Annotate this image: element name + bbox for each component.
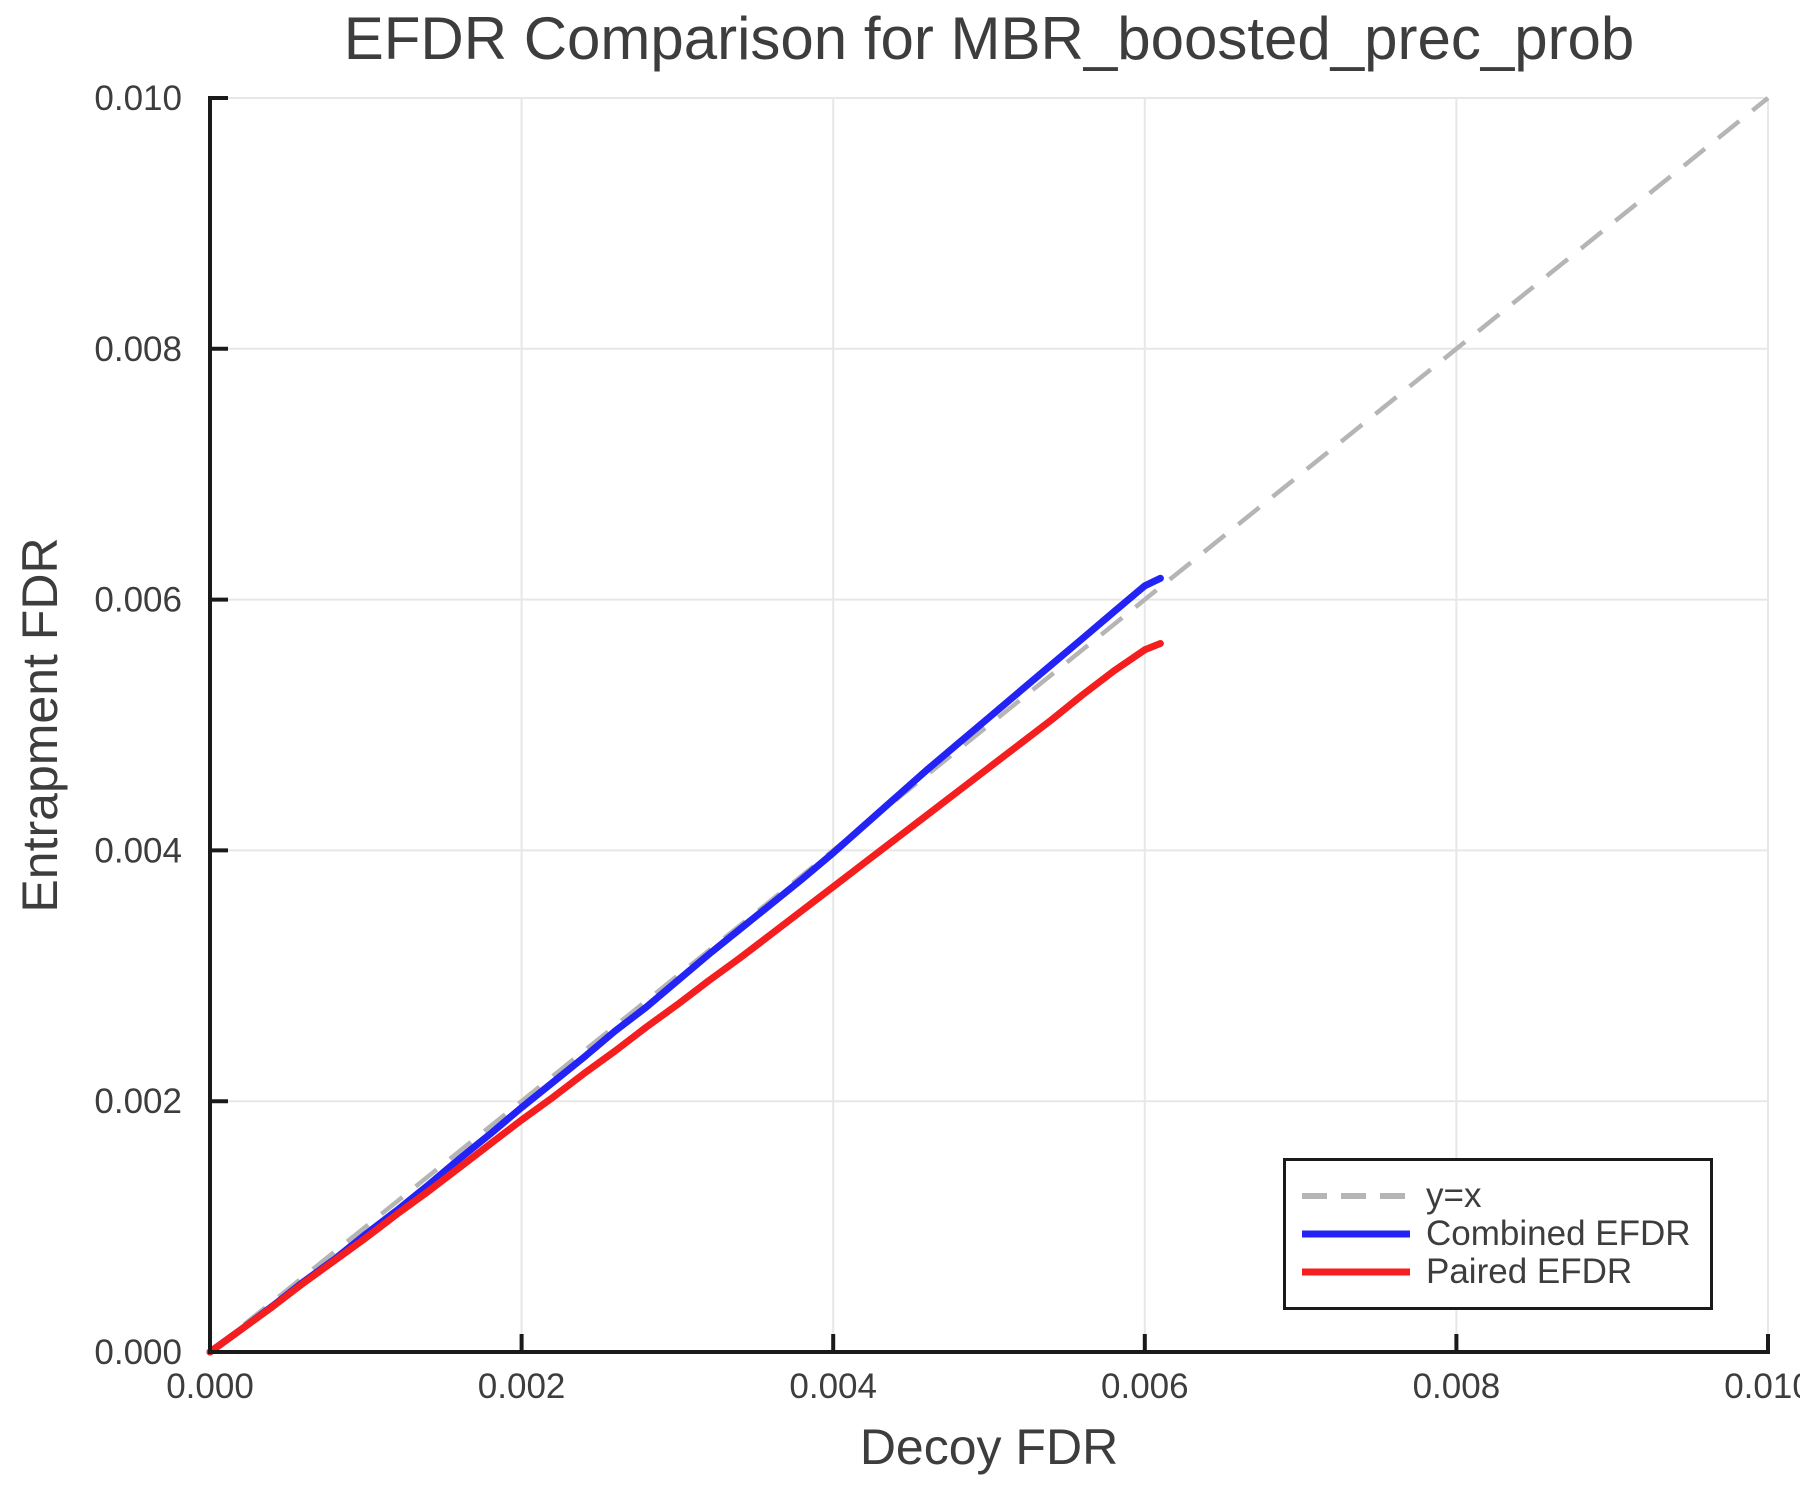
chart-title: EFDR Comparison for MBR_boosted_prec_pro… <box>343 5 1635 72</box>
y-axis-label: Entrapment FDR <box>12 537 68 913</box>
legend-label-paired: Paired EFDR <box>1426 1252 1633 1291</box>
legend-label-yx: y=x <box>1426 1176 1482 1215</box>
x-tick-label: 0.002 <box>478 1367 566 1406</box>
legend: y=x Combined EFDR Paired EFDR <box>1283 1158 1713 1310</box>
red-line-swatch-icon <box>1302 1268 1410 1276</box>
y-tick-label: 0.004 <box>94 831 182 870</box>
series-line-paired-efdr <box>206 640 1164 1356</box>
legend-row-yx: y=x <box>1300 1176 1710 1215</box>
x-tick-label: 0.000 <box>166 1367 254 1406</box>
x-tick-label: 0.006 <box>1101 1367 1189 1406</box>
y-tick-label: 0.000 <box>94 1333 182 1372</box>
y-tick-label: 0.006 <box>94 581 182 620</box>
x-axis-label: Decoy FDR <box>859 1419 1119 1475</box>
legend-label-combined: Combined EFDR <box>1426 1214 1691 1253</box>
legend-row-combined: Combined EFDR <box>1300 1214 1710 1253</box>
legend-row-paired: Paired EFDR <box>1300 1252 1710 1291</box>
dashed-line-swatch-icon <box>1302 1193 1410 1199</box>
x-tick-label: 0.004 <box>789 1367 877 1406</box>
y-tick-label: 0.010 <box>94 79 182 118</box>
y-tick-label: 0.002 <box>94 1082 182 1121</box>
x-tick-label: 0.010 <box>1724 1367 1800 1406</box>
x-tick-label: 0.008 <box>1413 1367 1501 1406</box>
identity-reference-line <box>208 96 1770 1354</box>
y-tick-label: 0.008 <box>94 330 182 369</box>
blue-line-swatch-icon <box>1302 1230 1410 1238</box>
